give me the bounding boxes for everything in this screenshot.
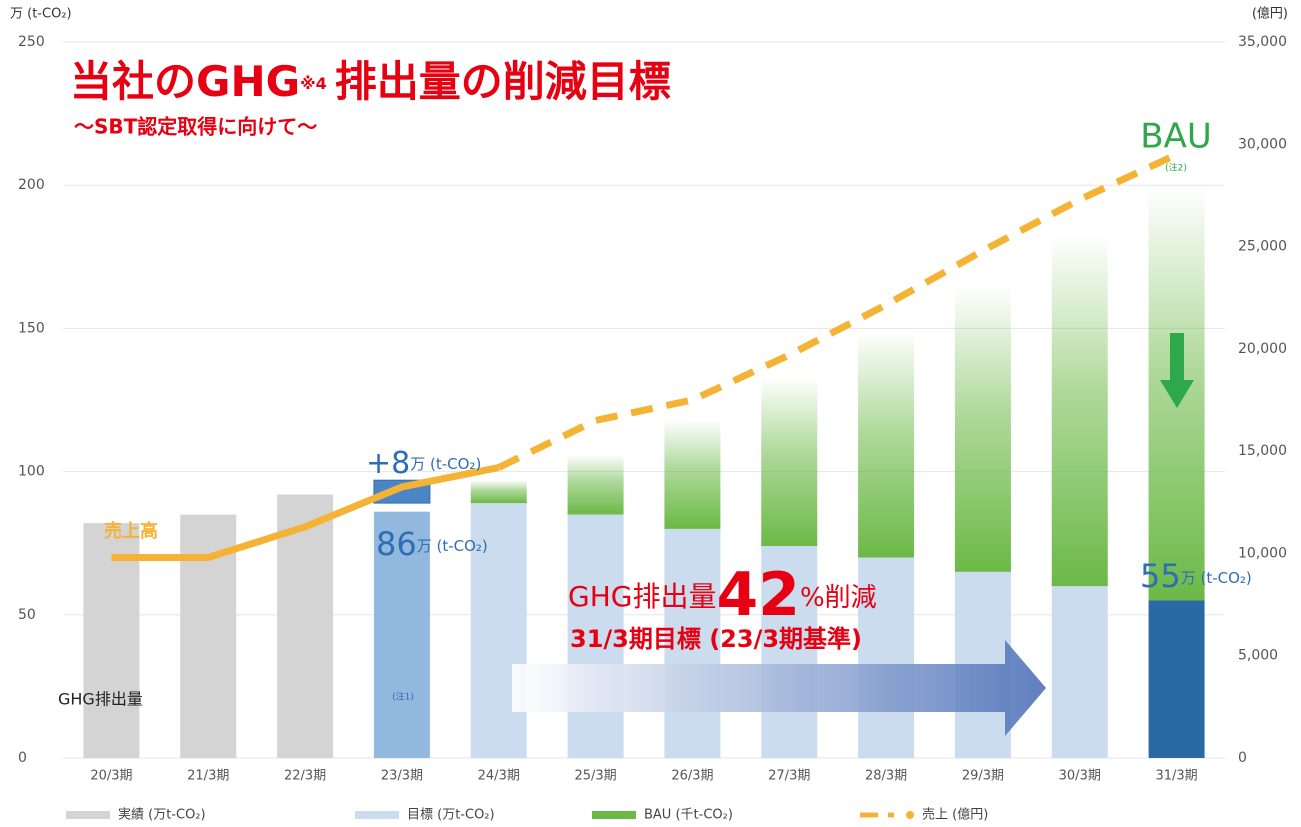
- x-tick-label: 28/3期: [865, 769, 907, 784]
- legend-label: 売上 (億円): [922, 807, 988, 823]
- value-label: 55万 (t-CO₂): [1140, 557, 1252, 595]
- x-tick-label: 21/3期: [187, 769, 229, 784]
- x-tick-label: 20/3期: [90, 769, 132, 784]
- x-tick-label: 31/3期: [1155, 769, 1197, 784]
- y2-tick-label: 35,000: [1238, 34, 1287, 50]
- x-tick-label: 27/3期: [768, 769, 810, 784]
- y2-tick-label: 15,000: [1238, 443, 1287, 459]
- bar: [277, 494, 334, 758]
- legend: 実績 (万t-CO₂) 目標 (万t-CO₂) BAU (千t-CO₂) 売上 (億円…: [66, 807, 988, 823]
- y-tick-label: 50: [18, 607, 36, 623]
- reduction-value: 42: [716, 560, 800, 630]
- bar: [664, 420, 721, 529]
- line: [497, 151, 1179, 471]
- y-tick-label: 100: [18, 464, 45, 480]
- note2: (注2): [1165, 162, 1187, 174]
- y-axis-label: 万 (t-CO₂): [10, 7, 72, 22]
- legend-label: BAU (千t-CO₂): [644, 808, 733, 823]
- bar: [470, 480, 527, 504]
- legend-label: 目標 (万t-CO₂): [407, 808, 495, 823]
- bar: [858, 557, 915, 758]
- subtitle: ～SBT認定取得に向けて～: [74, 115, 317, 139]
- y2-tick-label: 20,000: [1238, 341, 1287, 357]
- x-tick-label: 26/3期: [671, 769, 713, 784]
- x-tick-label: 23/3期: [381, 769, 423, 784]
- bar: [761, 546, 818, 758]
- bar: [954, 285, 1011, 572]
- y-tick-label: 200: [18, 177, 45, 193]
- bar: [1051, 233, 1108, 587]
- bar: [1148, 600, 1205, 758]
- y-tick-label: 250: [18, 34, 45, 50]
- value-86: 86: [376, 525, 417, 563]
- lines: [111, 151, 1179, 562]
- y-tick-label: 150: [18, 320, 45, 336]
- reduction-text: GHG排出量42%削減: [568, 560, 877, 630]
- y2-tick-label: 25,000: [1238, 239, 1287, 255]
- bar: [761, 377, 818, 547]
- ghg: GHG排出量: [568, 580, 716, 613]
- value-unit: 万 (t-CO₂): [1181, 569, 1252, 587]
- legend-swatch: [66, 811, 110, 819]
- y2-tick-label: 5,000: [1238, 648, 1278, 664]
- bar: [373, 511, 430, 758]
- title-rest: 排出量の削減目標: [335, 57, 671, 106]
- legend-swatch: [355, 811, 399, 819]
- legend-swatch: [906, 811, 914, 819]
- value-55: 55: [1140, 557, 1181, 595]
- line: [111, 464, 500, 562]
- x-tick-label: 22/3期: [284, 769, 326, 784]
- y-tick-label: 0: [18, 750, 27, 766]
- bar: [858, 331, 915, 558]
- grid: [63, 41, 1225, 759]
- target-text: 31/3期目標 (23/3期基準): [570, 625, 862, 653]
- legend-label: 実績 (万t-CO₂): [118, 807, 206, 823]
- bar: [664, 528, 721, 758]
- reduction-unit: %削減: [800, 583, 877, 613]
- ghg-label: GHG排出量: [58, 690, 143, 709]
- x-tick-label: 30/3期: [1059, 769, 1101, 784]
- bar: [1051, 586, 1108, 758]
- y2-tick-label: 0: [1238, 750, 1247, 766]
- y2-tick-label: 10,000: [1238, 545, 1287, 561]
- bar: [470, 503, 527, 758]
- x-tick-label: 29/3期: [962, 769, 1004, 784]
- note1: (注1): [392, 691, 414, 703]
- bar: [567, 454, 624, 515]
- x-tick-label: 25/3期: [574, 769, 616, 784]
- x-tick-label: 24/3期: [478, 769, 520, 784]
- increase-value: +8: [366, 446, 410, 481]
- legend-swatch: [592, 811, 636, 819]
- y2-axis-label: (億円): [1252, 6, 1288, 22]
- chart-title: 当社のGHG※4 排出量の削減目標: [70, 57, 671, 106]
- bar: [83, 523, 140, 758]
- title-main: 当社のGHG: [70, 57, 300, 106]
- reduction-arrow: [512, 640, 1046, 736]
- sales-label: 売上高: [104, 520, 158, 542]
- bar: [567, 514, 624, 758]
- bau-label: BAU: [1140, 117, 1211, 157]
- increase-label: +8万 (t-CO₂): [366, 446, 481, 481]
- increase-unit: 万 (t-CO₂): [410, 455, 481, 473]
- value-unit: 万 (t-CO₂): [417, 537, 488, 555]
- title-note: ※4: [300, 74, 327, 93]
- y2-tick-label: 30,000: [1238, 136, 1287, 152]
- value-label: 86万 (t-CO₂): [376, 525, 488, 563]
- bau-arrow: [1160, 333, 1194, 408]
